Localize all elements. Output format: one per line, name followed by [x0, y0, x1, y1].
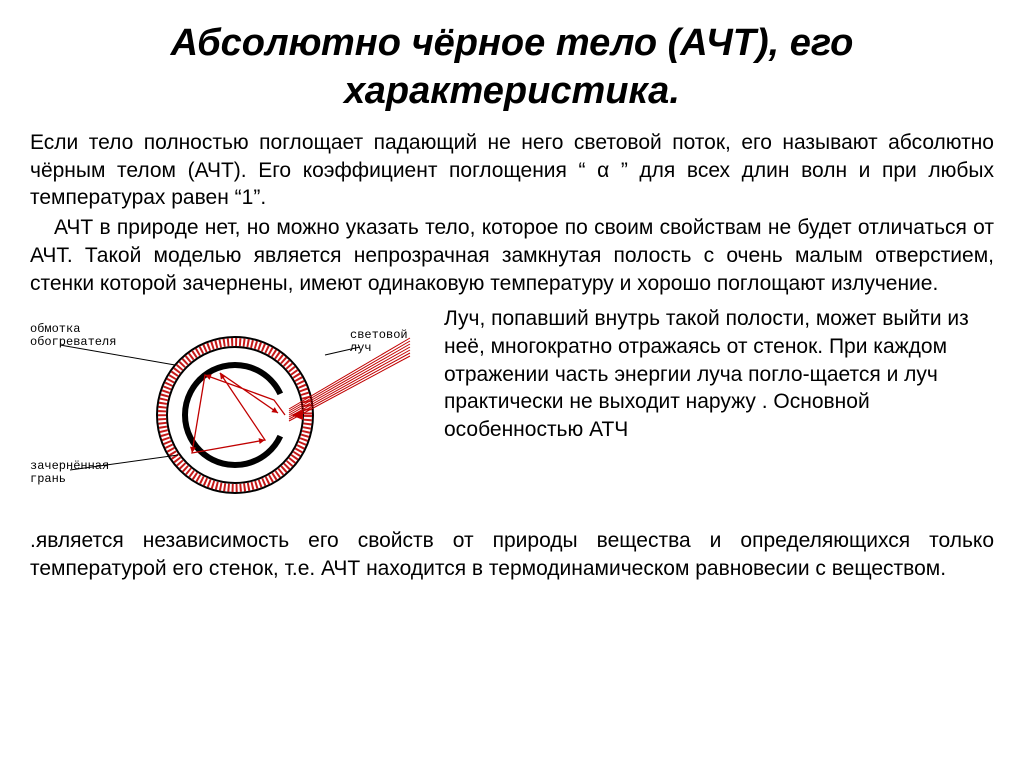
label-ray: световой луч [350, 329, 408, 354]
side-paragraph: Луч, попавший внутрь такой полости, може… [444, 305, 994, 444]
paragraph-2: АЧТ в природе нет, но можно указать тело… [30, 214, 994, 297]
label-heater: обмотка обогревателя [30, 323, 116, 348]
paragraph-3: .является независимость его свойств от п… [30, 527, 994, 582]
blackbody-diagram: обмотка обогревателя световой луч зачерн… [30, 305, 430, 525]
paragraph-1: Если тело полностью поглощает падающий н… [30, 129, 994, 212]
label-face: зачернённая грань [30, 460, 109, 485]
page-title: Абсолютно чёрное тело (АЧТ), его характе… [30, 20, 994, 115]
diagram-and-text-row: обмотка обогревателя световой луч зачерн… [30, 305, 994, 525]
